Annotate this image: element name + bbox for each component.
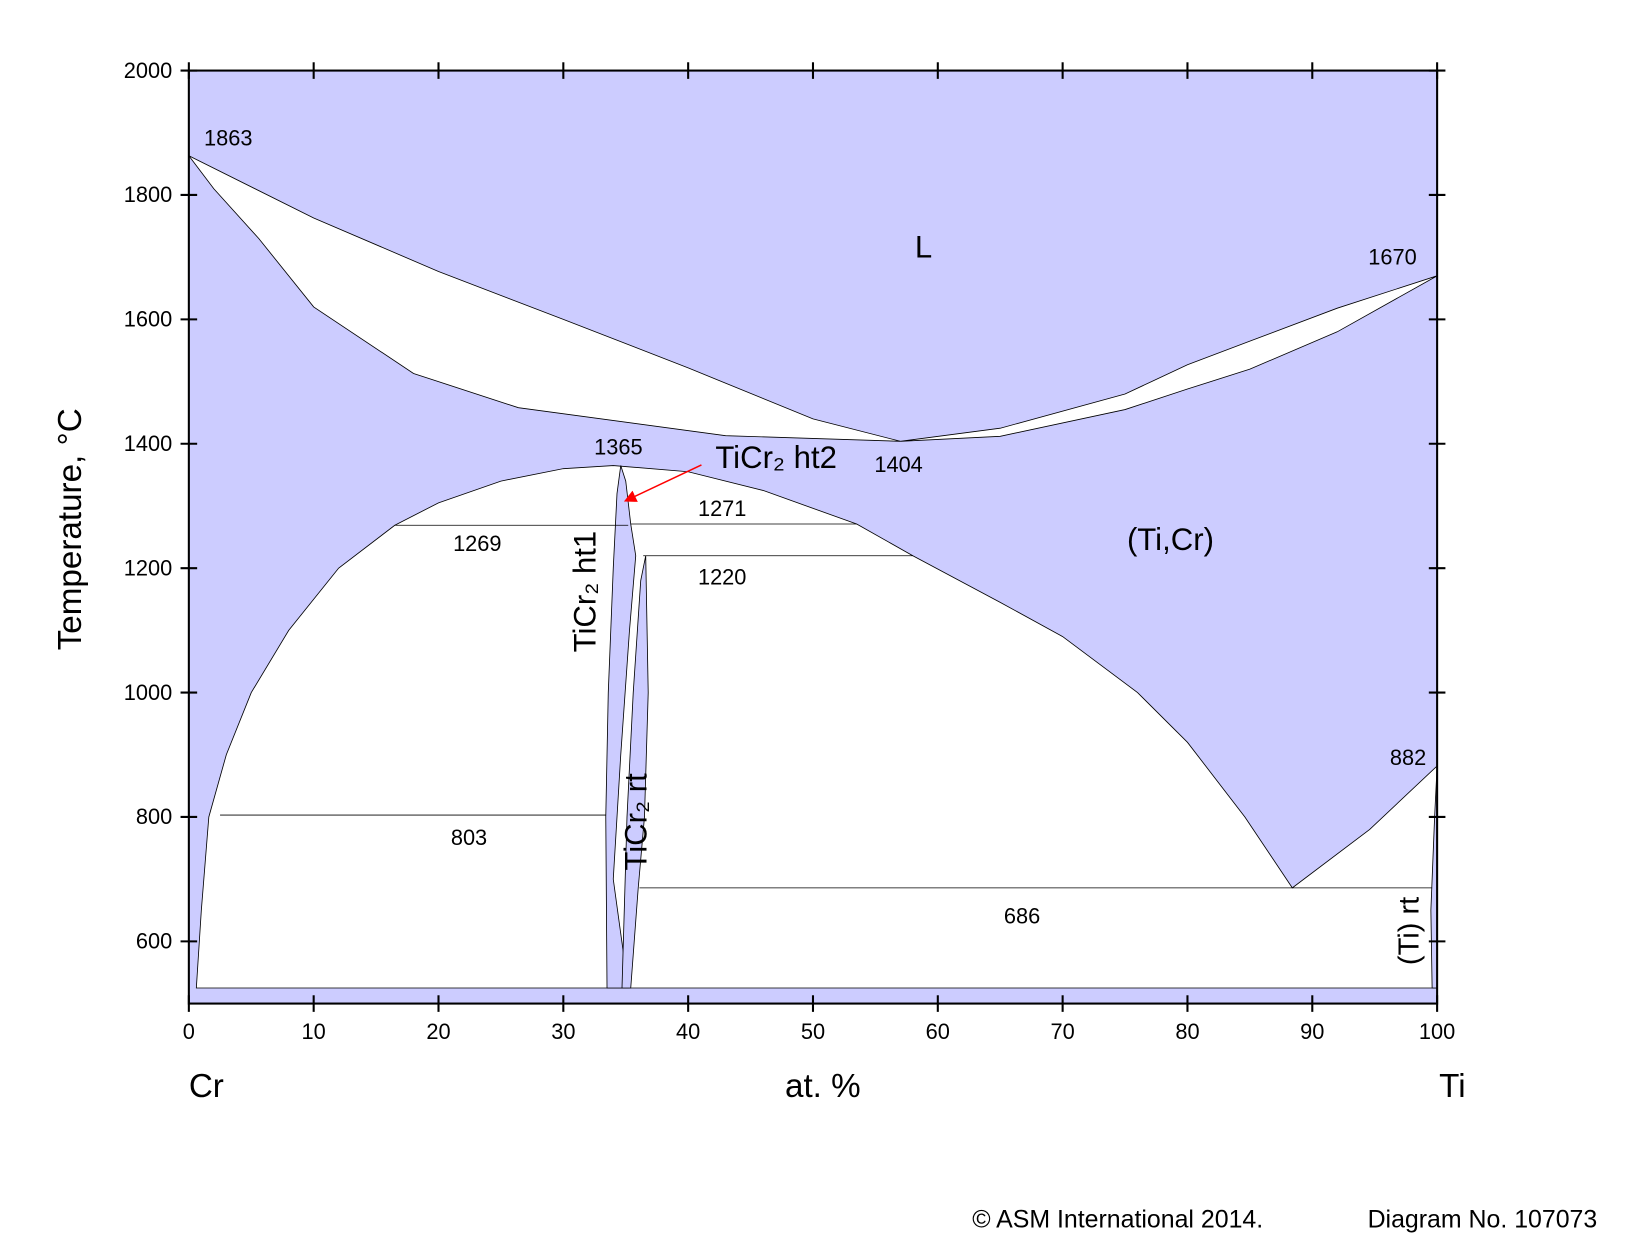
phase-label: TiCr₂ ht1 bbox=[568, 531, 603, 653]
phase-label: L bbox=[915, 229, 932, 264]
x-tick-label: 80 bbox=[1175, 1019, 1199, 1044]
invariant-label: 1271 bbox=[698, 496, 746, 521]
footer-diagram-no: Diagram No. 107073 bbox=[1368, 1206, 1598, 1234]
footer-copyright: © ASM International 2014. bbox=[972, 1206, 1263, 1234]
phase-region bbox=[621, 555, 649, 989]
y-tick-label: 800 bbox=[136, 804, 172, 829]
x-tick-label: 40 bbox=[676, 1019, 700, 1044]
invariant-label: 803 bbox=[451, 825, 487, 850]
phase-label: TiCr₂ rt bbox=[618, 773, 653, 871]
y-tick-label: 1400 bbox=[124, 431, 172, 456]
x-tick-label: 10 bbox=[302, 1019, 326, 1044]
y-tick-label: 2000 bbox=[124, 58, 172, 83]
phase-label: (Ti) rt bbox=[1393, 897, 1425, 965]
phase-region bbox=[195, 465, 1438, 989]
y-tick-label: 1000 bbox=[124, 680, 172, 705]
point-label: 882 bbox=[1390, 745, 1426, 770]
component-label: Cr bbox=[189, 1068, 224, 1105]
invariant-label: 1269 bbox=[453, 531, 501, 556]
annotation-arrow bbox=[623, 464, 702, 502]
point-label: 1404 bbox=[874, 452, 922, 477]
x-tick-label: 60 bbox=[926, 1019, 950, 1044]
x-tick-label: 30 bbox=[551, 1019, 575, 1044]
phase-region bbox=[188, 155, 901, 442]
x-tick-label: 0 bbox=[183, 1019, 195, 1044]
component-label: Ti bbox=[1439, 1068, 1465, 1105]
x-tick-label: 20 bbox=[426, 1019, 450, 1044]
y-axis-title: Temperature, °C bbox=[52, 408, 89, 650]
x-tick-label: 50 bbox=[801, 1019, 825, 1044]
invariant-label: 1220 bbox=[698, 564, 746, 589]
y-tick-label: 1800 bbox=[124, 182, 172, 207]
point-label: 1365 bbox=[594, 435, 642, 460]
point-label: 1863 bbox=[204, 125, 252, 150]
phase-label: (Ti,Cr) bbox=[1127, 522, 1214, 557]
x-tick-label: 100 bbox=[1419, 1019, 1455, 1044]
invariant-label: 686 bbox=[1004, 904, 1040, 929]
y-tick-label: 600 bbox=[136, 929, 172, 954]
x-axis-title: at. % bbox=[785, 1068, 861, 1105]
phase-region bbox=[605, 465, 637, 989]
x-tick-label: 90 bbox=[1300, 1019, 1324, 1044]
y-tick-label: 1600 bbox=[124, 307, 172, 332]
point-label: 1670 bbox=[1368, 245, 1416, 270]
phase-label: TiCr₂ ht2 bbox=[715, 440, 837, 475]
y-tick-label: 1200 bbox=[124, 555, 172, 580]
x-tick-label: 70 bbox=[1051, 1019, 1075, 1044]
